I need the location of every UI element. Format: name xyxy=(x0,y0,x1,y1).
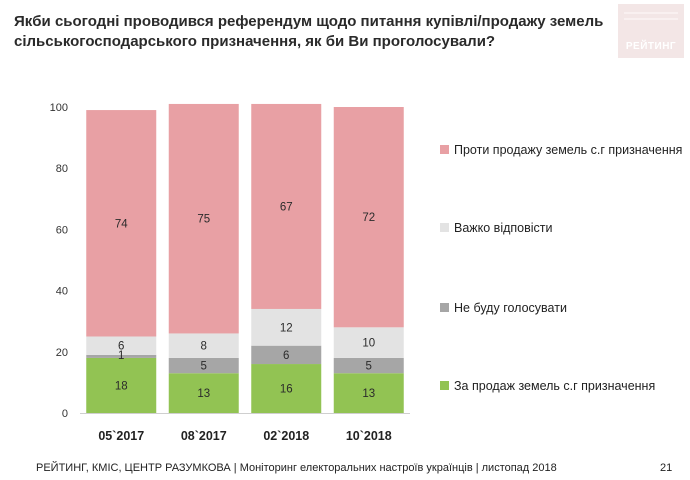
legend-label: Не буду голосувати xyxy=(454,301,567,315)
data-label: 67 xyxy=(280,201,293,213)
data-label: 5 xyxy=(201,361,207,373)
data-label: 74 xyxy=(115,218,128,230)
legend-label: Важко відповісти xyxy=(454,221,553,235)
data-label: 8 xyxy=(201,341,207,353)
data-label: 13 xyxy=(197,388,210,400)
data-label: 75 xyxy=(197,214,210,226)
x-tick-label: 08`2017 xyxy=(181,429,227,443)
bar-segment xyxy=(86,336,157,355)
bar-segment xyxy=(333,357,404,374)
bar-segment xyxy=(251,103,322,309)
x-tick-label: 10`2018 xyxy=(346,429,392,443)
bar-segment xyxy=(86,357,157,413)
data-label: 16 xyxy=(280,384,293,396)
data-label: 5 xyxy=(366,361,372,373)
data-label: 13 xyxy=(362,388,375,400)
legend-swatch xyxy=(440,381,449,390)
bar-segment xyxy=(333,327,404,358)
y-tick-label: 0 xyxy=(62,408,68,420)
bar-segment xyxy=(168,357,239,374)
data-label: 6 xyxy=(283,350,289,362)
data-label: 1 xyxy=(118,350,124,362)
legend-label: Проти продажу земель с.г призначення xyxy=(454,143,683,157)
page-number: 21 xyxy=(660,462,673,474)
legend-label: За продаж земель с.г призначення xyxy=(454,379,656,393)
data-label: 18 xyxy=(115,380,128,392)
x-tick-label: 02`2018 xyxy=(263,429,309,443)
legend-swatch xyxy=(440,145,449,154)
bar-segment xyxy=(86,354,157,358)
bar-segment xyxy=(168,333,239,358)
x-tick-label: 05`2017 xyxy=(98,429,144,443)
bar-segment xyxy=(333,373,404,413)
bar-segment xyxy=(251,345,322,365)
bar-segment xyxy=(168,373,239,413)
logo-stripe xyxy=(624,12,678,14)
data-label: 10 xyxy=(362,338,375,350)
logo-text: РЕЙТИНГ xyxy=(625,41,677,52)
logo-stripe xyxy=(624,18,678,20)
page-title: Якби сьогодні проводився референдум щодо… xyxy=(14,13,604,50)
data-label: 12 xyxy=(280,322,293,334)
y-tick-label: 20 xyxy=(56,347,68,359)
y-tick-label: 60 xyxy=(56,224,68,236)
legend-swatch xyxy=(440,303,449,312)
bar-segment xyxy=(251,308,322,346)
data-label: 72 xyxy=(362,212,375,224)
footer-source: РЕЙТИНГ, КМІС, ЦЕНТР РАЗУМКОВА | Монітор… xyxy=(36,462,557,474)
bar-segment xyxy=(251,364,322,413)
bar-segment xyxy=(333,107,404,328)
y-tick-label: 100 xyxy=(50,102,68,114)
brand-logo: РЕЙТИНГ xyxy=(618,4,684,58)
data-label: 6 xyxy=(118,341,124,353)
bar-segment xyxy=(168,103,239,334)
chart-legend: Проти продажу земель с.г призначення Важ… xyxy=(440,0,690,480)
legend-swatch xyxy=(440,223,449,232)
y-tick-label: 40 xyxy=(56,286,68,298)
y-tick-label: 80 xyxy=(56,163,68,175)
bar-segment xyxy=(86,110,157,337)
